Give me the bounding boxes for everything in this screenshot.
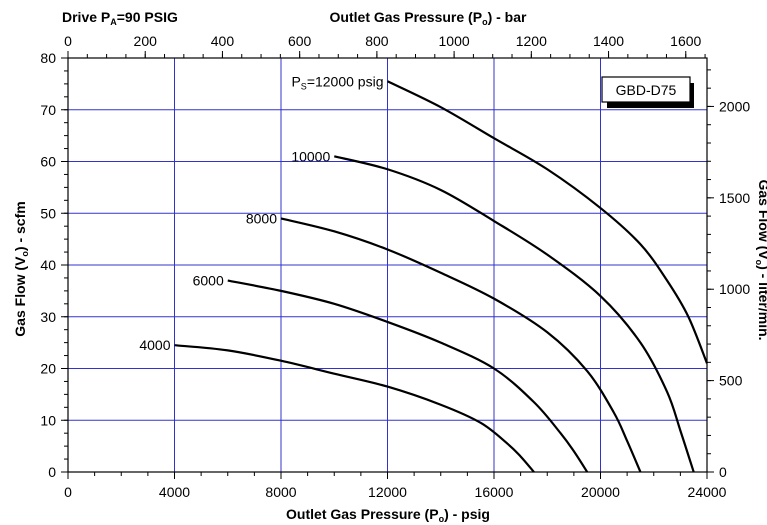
x-top-tick-label: 1000 xyxy=(439,33,470,49)
x-bottom-tick-label: 8000 xyxy=(265,484,296,500)
drive-pressure-label: Drive PA=90 PSIG xyxy=(62,9,178,27)
x-top-axis-title: Outlet Gas Pressure (Po) - bar xyxy=(330,9,527,27)
y-left-tick-label: 70 xyxy=(40,102,56,118)
y-left-tick-label: 50 xyxy=(40,205,56,221)
grid-lines xyxy=(68,58,707,472)
x-top-tick-label: 1400 xyxy=(593,33,624,49)
flow-curve-4000 xyxy=(174,344,535,473)
axis-ticks xyxy=(61,51,714,479)
x-bottom-tick-label: 20000 xyxy=(581,484,620,500)
flow-curve-6000 xyxy=(227,279,589,473)
x-top-tick-label: 600 xyxy=(288,33,312,49)
curve-labels: 4000 6000 8000 10000 PS=12000 psig xyxy=(139,73,383,353)
x-bottom-tick-label: 12000 xyxy=(368,484,407,500)
y-right-tick-label: 1000 xyxy=(719,281,750,297)
x-bottom-axis-title: Outlet Gas Pressure (Po) - psig xyxy=(286,506,490,524)
flow-curve-10000 xyxy=(333,155,695,473)
flow-curves xyxy=(174,80,709,473)
curve-label-10000: 10000 xyxy=(291,148,330,164)
y-left-axis-title: Gas Flow (Vo) - scfm xyxy=(12,201,30,336)
y-left-tick-label: 80 xyxy=(40,50,56,66)
x-top-tick-label: 200 xyxy=(134,33,158,49)
flow-curve-8000 xyxy=(280,217,642,473)
x-bottom-tick-label: 4000 xyxy=(159,484,190,500)
y-left-tick-label: 40 xyxy=(40,257,56,273)
x-bottom-tick-label: 24000 xyxy=(688,484,727,500)
x-top-tick-label: 0 xyxy=(64,33,72,49)
x-bottom-tick-label: 16000 xyxy=(475,484,514,500)
curve-label-6000: 6000 xyxy=(193,273,224,289)
x-top-tick-label: 800 xyxy=(365,33,389,49)
y-right-tick-label: 0 xyxy=(719,464,727,480)
x-top-tick-label: 400 xyxy=(211,33,235,49)
y-left-tick-label: 60 xyxy=(40,154,56,170)
model-label: GBD-D75 xyxy=(616,82,677,98)
y-right-tick-label: 1500 xyxy=(719,190,750,206)
model-label-box: GBD-D75 xyxy=(601,76,694,108)
flow-curve-12000 xyxy=(387,80,709,364)
y-right-tick-label: 500 xyxy=(719,373,743,389)
x-top-tick-label: 1200 xyxy=(516,33,547,49)
x-top-tick-label: 1600 xyxy=(670,33,701,49)
curve-label-12000: PS=12000 psig xyxy=(291,73,383,91)
y-left-tick-label: 20 xyxy=(40,361,56,377)
y-left-tick-label: 30 xyxy=(40,309,56,325)
x-bottom-tick-label: 0 xyxy=(64,484,72,500)
y-left-tick-label: 10 xyxy=(40,412,56,428)
curve-label-8000: 8000 xyxy=(246,210,277,226)
curve-label-4000: 4000 xyxy=(139,337,170,353)
y-left-tick-label: 0 xyxy=(48,464,56,480)
y-right-axis-title: Gas Flow (Vo) - liter/min. xyxy=(754,179,767,340)
y-right-tick-label: 2000 xyxy=(719,98,750,114)
